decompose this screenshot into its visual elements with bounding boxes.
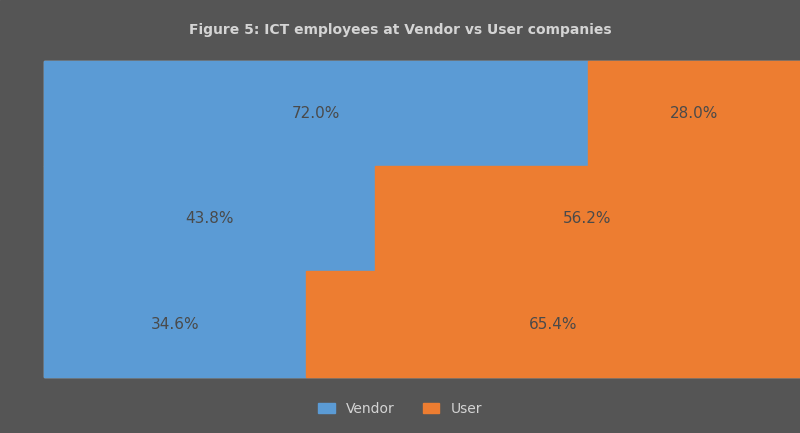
Text: 72.0%: 72.0% <box>292 106 340 121</box>
Bar <box>44 166 375 271</box>
Text: 28.0%: 28.0% <box>670 106 718 121</box>
Bar <box>44 166 375 271</box>
Bar <box>44 61 588 166</box>
Bar <box>0 0 44 433</box>
Bar <box>588 61 800 166</box>
Bar <box>306 271 800 377</box>
Legend: Vendor, User: Vendor, User <box>313 397 487 422</box>
Text: 34.6%: 34.6% <box>150 317 199 332</box>
Bar <box>44 61 800 166</box>
Text: 56.2%: 56.2% <box>563 211 612 226</box>
Bar <box>44 271 800 377</box>
Bar <box>588 61 800 166</box>
Bar <box>44 271 306 377</box>
Bar <box>44 61 588 166</box>
Bar <box>44 0 800 61</box>
Bar <box>375 166 800 271</box>
Text: 65.4%: 65.4% <box>529 317 577 332</box>
Bar <box>44 166 800 271</box>
Text: Figure 5: ICT employees at Vendor vs User companies: Figure 5: ICT employees at Vendor vs Use… <box>189 23 611 37</box>
Bar <box>44 271 306 377</box>
Bar <box>306 271 800 377</box>
Bar <box>375 166 800 271</box>
Text: 43.8%: 43.8% <box>186 211 234 226</box>
Bar <box>44 377 800 433</box>
